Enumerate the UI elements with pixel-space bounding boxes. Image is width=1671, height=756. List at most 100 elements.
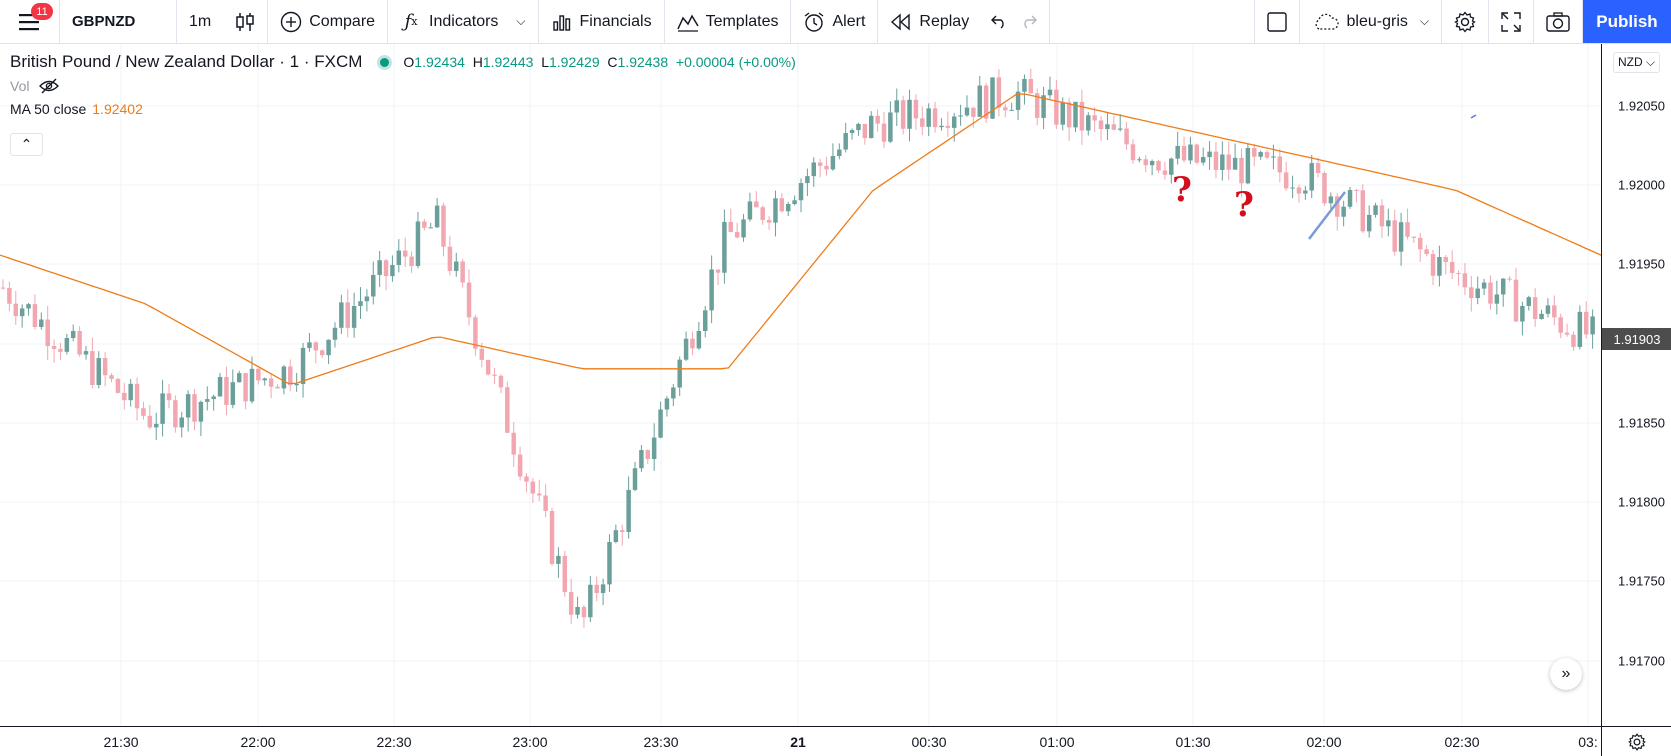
interval-button[interactable]: 1m [189, 12, 212, 30]
candle-body [1264, 152, 1270, 158]
scroll-to-realtime-button[interactable]: » [1550, 658, 1582, 690]
candle-body [983, 85, 989, 119]
candle-body [1545, 305, 1551, 314]
market-status-dot [380, 57, 390, 67]
replay-button[interactable]: Replay [878, 0, 981, 43]
question-mark-annotation[interactable]: ? [1172, 170, 1192, 210]
candle-body [837, 149, 842, 157]
alert-button[interactable]: Alert [791, 0, 879, 43]
chart-type-button[interactable] [223, 0, 269, 43]
trend-line-drawing [1470, 114, 1477, 119]
currency-selector[interactable]: NZD ⌵ [1613, 52, 1661, 73]
candle-body [1513, 279, 1519, 322]
candle-body [83, 351, 89, 355]
eye-crossed-icon[interactable] [39, 78, 60, 94]
candle-body [613, 530, 619, 543]
candle-body [728, 221, 734, 232]
candle-body [1086, 115, 1091, 131]
time-tick-label: 03: [1578, 734, 1598, 750]
indicators-label: Indicators [429, 12, 499, 30]
candle-body [734, 231, 740, 238]
candle-body [1156, 161, 1161, 171]
candle-body [396, 250, 402, 265]
candle-body [1009, 109, 1014, 111]
collapse-legend-button[interactable]: ⌃ [10, 133, 43, 156]
publish-button[interactable]: Publish [1583, 0, 1671, 43]
candle-body [792, 200, 797, 205]
price-tick-label: 1.92050 [1618, 98, 1665, 114]
candle-body [964, 107, 970, 116]
candle-body [1034, 93, 1040, 118]
snapshot-button[interactable] [1534, 0, 1583, 43]
price-axis[interactable]: NZD ⌵ 1.92050 1.92000 1.91950 1.91850 1.… [1601, 44, 1671, 726]
gear-icon [1454, 10, 1476, 33]
candle-body [830, 156, 836, 170]
volume-legend[interactable]: Vol [10, 78, 796, 94]
candle-body [288, 366, 293, 386]
candle-body [390, 264, 395, 277]
candle-body [1411, 236, 1417, 238]
undo-icon [991, 15, 1004, 29]
ma-50-line [0, 93, 1601, 385]
candle-body [1424, 249, 1429, 255]
candle-body [856, 123, 861, 131]
candle-body [543, 495, 548, 512]
candle-body [568, 592, 574, 615]
redo-button[interactable] [1015, 0, 1051, 43]
candle-body [371, 274, 376, 297]
fullscreen-square-button[interactable] [1255, 0, 1300, 43]
candle-body [26, 304, 31, 309]
candle-body [951, 116, 957, 128]
question-mark-annotation[interactable]: ? [1234, 185, 1254, 225]
settings-button[interactable] [1442, 0, 1489, 43]
layout-button[interactable]: bleu-gris ⌵ [1300, 0, 1442, 43]
time-tick-label: 21:30 [103, 734, 139, 750]
bar-chart-icon [552, 14, 570, 31]
symbol-search-button[interactable]: GBPNZD [60, 0, 177, 43]
templates-icon [676, 13, 699, 32]
candle-body [817, 162, 823, 166]
candle-body [58, 348, 63, 352]
ma-label: MA 50 close [10, 101, 87, 117]
candle-body [434, 205, 440, 228]
candle-body [466, 282, 472, 318]
candle-body [300, 347, 306, 385]
compare-button[interactable]: Compare [268, 0, 389, 43]
financials-button[interactable]: Financials [539, 0, 665, 43]
candle-body [1296, 187, 1302, 194]
candle-body [351, 306, 357, 328]
candle-body [1271, 156, 1276, 158]
candle-body [402, 250, 408, 257]
candle-body [192, 394, 197, 422]
trend-line-drawing [1308, 191, 1346, 240]
candle-body [1220, 154, 1225, 170]
candle-body [562, 555, 568, 593]
candle-body [1232, 157, 1238, 170]
candle-body [862, 123, 868, 139]
candle-body [1328, 196, 1334, 204]
templates-button[interactable]: Templates [665, 0, 792, 43]
time-axis[interactable]: 21:30 22:00 22:30 23:00 23:30 21 00:30 0… [0, 726, 1601, 756]
candle-body [1252, 148, 1257, 157]
candle-body [1309, 163, 1314, 191]
double-chevron-right-icon: » [1561, 665, 1571, 682]
candle-body [102, 358, 108, 376]
candle-body [907, 99, 912, 129]
candle-body [441, 205, 446, 247]
fullscreen-button[interactable] [1489, 0, 1534, 43]
axis-settings-button[interactable] [1601, 726, 1671, 756]
ma-legend[interactable]: MA 50 close 1.92402 [10, 101, 796, 117]
undo-button[interactable] [981, 0, 1015, 43]
price-chart[interactable] [0, 44, 1601, 726]
layout-name: bleu-gris [1346, 12, 1408, 30]
compare-label: Compare [309, 12, 376, 30]
candle-body [128, 383, 133, 401]
candle-body [383, 260, 389, 277]
candle-body [217, 376, 223, 397]
main-menu-button[interactable]: 11 [0, 0, 60, 43]
candle-body [39, 319, 44, 328]
candle-body [741, 219, 746, 238]
candle-body [696, 331, 702, 349]
candle-body [19, 308, 25, 317]
